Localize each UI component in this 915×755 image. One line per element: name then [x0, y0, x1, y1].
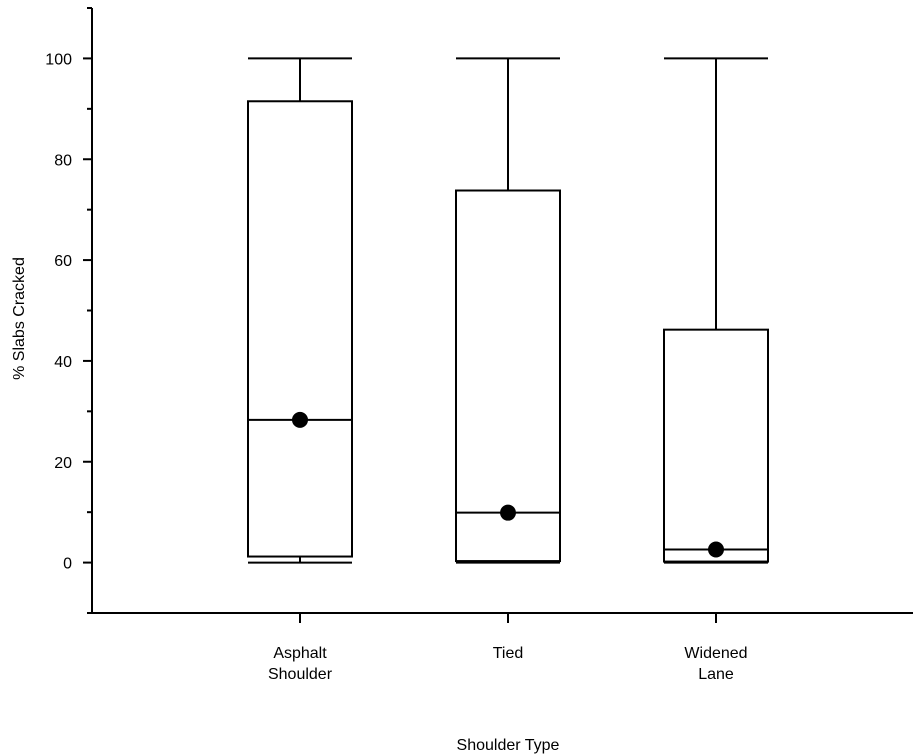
mean-point [708, 541, 724, 558]
y-tick-label-60: 60 [54, 253, 72, 270]
y-tick-label-100: 100 [45, 51, 72, 68]
box-0 [247, 57, 353, 564]
x-tick-label-line: Tied [493, 645, 524, 662]
y-ticks: 0 20 40 60 80 100 [45, 7, 92, 614]
x-tick-label-line: Lane [698, 666, 734, 683]
x-tick-label-1: Tied [493, 645, 524, 662]
x-axis-title: Shoulder Type [457, 737, 560, 754]
y-tick-label-0: 0 [63, 556, 72, 573]
x-tick-label-line: Widened [684, 645, 747, 662]
x-tick-label-line: Shoulder [268, 666, 333, 683]
x-tick-label-2: Widened Lane [684, 645, 747, 683]
y-tick-label-80: 80 [54, 152, 72, 169]
box-2 [663, 57, 769, 564]
box-series [247, 57, 769, 564]
box-1 [455, 57, 561, 564]
x-tick-label-line: Asphalt [273, 645, 327, 662]
iqr-box [455, 189, 561, 563]
iqr-box [663, 328, 769, 563]
x-tick-label-0: Asphalt Shoulder [268, 645, 333, 683]
y-tick-label-40: 40 [54, 354, 72, 371]
x-ticks: Asphalt Shoulder Tied Widened Lane [268, 613, 748, 683]
y-tick-label-20: 20 [54, 455, 72, 472]
y-axis-title: % Slabs Cracked [11, 257, 28, 380]
iqr-box [247, 100, 353, 558]
mean-point [292, 411, 308, 428]
mean-point [500, 504, 516, 521]
